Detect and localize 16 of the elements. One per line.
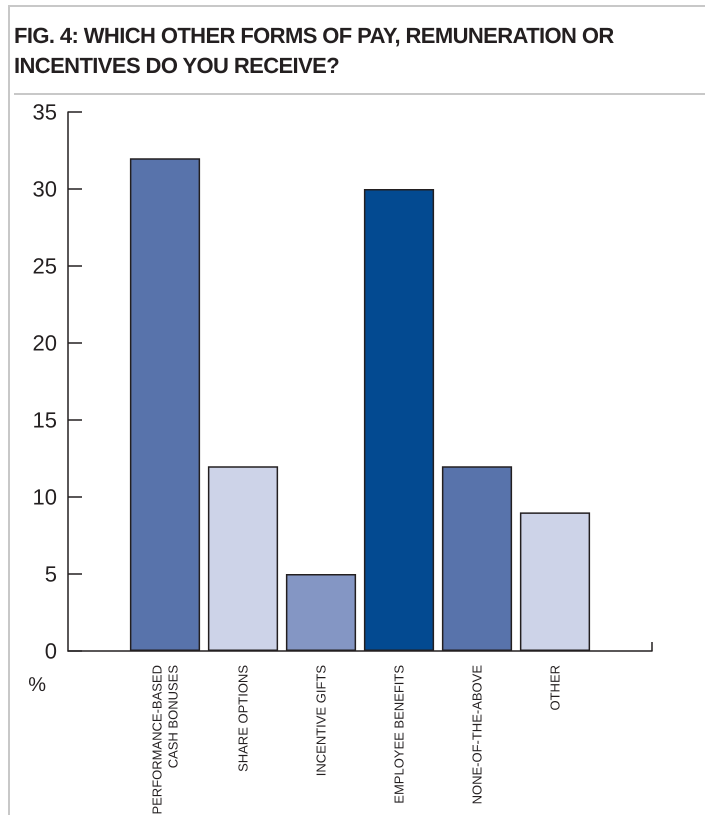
y-tick-label: 15 [32,408,57,432]
y-tick-label: 20 [32,330,57,356]
y-tick-label: 0 [44,638,57,664]
x-tick-label: EMPLOYEE BENEFITS [392,664,406,804]
x-tick-label: OTHER [548,665,562,710]
x-tick-label: INCENTIVE GIFTS [314,664,328,776]
y-tick-label: 5 [44,562,57,586]
x-tick-label: SHARE OPTIONS [236,664,250,772]
y-tick-label: 25 [32,254,57,278]
x-tick-label: NONE-OF-THE-ABOVE [470,664,484,804]
y-tick-label: 35 [32,100,57,124]
y-tick-label: 30 [32,176,57,202]
chart-title: FIG. 4: WHICH OTHER FORMS OF PAY, REMUNERATION OR INCENTIVES DO YOU RECEIVE? [14,22,615,80]
y-axis-title: % [28,674,46,696]
y-tick-label: 10 [32,484,57,510]
x-tick-label: PERFORMANCE-BASED CASH BONUSES [150,664,180,815]
